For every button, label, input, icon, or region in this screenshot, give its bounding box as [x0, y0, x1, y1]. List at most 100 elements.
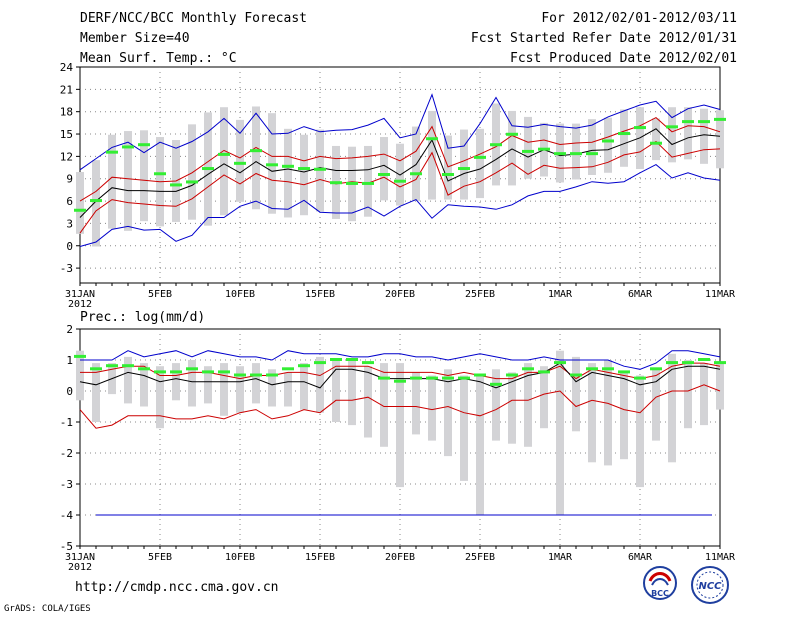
y-tick-label: 12 [60, 150, 73, 163]
x-tick-label: 5FEB [148, 552, 172, 563]
ensemble-box [668, 107, 676, 163]
ensemble-box [428, 110, 436, 200]
series-mean [79, 362, 721, 389]
observed-marker [570, 373, 582, 377]
observed-marker [202, 167, 214, 171]
ensemble-box [684, 107, 692, 160]
observed-marker [74, 354, 86, 358]
ensemble-box [380, 363, 388, 447]
ensemble-box [476, 375, 484, 515]
produced-date: Fcst Produced Date 2012/02/01 [510, 51, 737, 66]
ensemble-box [172, 363, 180, 401]
ensemble-box [140, 130, 148, 222]
observed-marker [538, 147, 550, 151]
observed-marker [714, 361, 726, 365]
x-tick-label: 10FEB [225, 552, 255, 563]
observed-marker [458, 167, 470, 171]
observed-marker [634, 126, 646, 130]
observed-marker [138, 143, 150, 147]
observed-marker [74, 208, 86, 212]
bcc-logo: BCC [643, 566, 677, 600]
observed-marker [682, 361, 694, 365]
ensemble-box [412, 372, 420, 435]
header-left: DERF/NCC/BCC Monthly Forecast Member Size… [80, 9, 307, 69]
observed-marker [314, 361, 326, 365]
series-mean-sd [79, 140, 721, 234]
observed-marker [170, 370, 182, 374]
observed-marker [362, 361, 374, 365]
x-tick-label: 2012 [68, 299, 92, 310]
ensemble-box [668, 353, 676, 463]
source-url[interactable]: http://cmdp.ncc.cma.gov.cn [75, 580, 279, 595]
observed-marker [490, 382, 502, 386]
ensemble-box [316, 356, 324, 413]
observed-marker [266, 373, 278, 377]
observed-marker [474, 155, 486, 159]
observed-marker [650, 367, 662, 371]
ensemble-box [156, 366, 164, 429]
ensemble-box [492, 369, 500, 441]
x-tick-label: 15FEB [305, 552, 335, 563]
series-min [79, 164, 721, 247]
forecast-period: For 2012/02/01-2012/03/11 [541, 11, 737, 26]
observed-marker [362, 181, 374, 185]
ensemble-box [348, 360, 356, 426]
observed-marker [682, 120, 694, 124]
ensemble-box [428, 375, 436, 441]
ensemble-box [652, 118, 660, 161]
y-tick-label: -3 [60, 478, 73, 491]
observed-marker [330, 358, 342, 361]
x-tick-label: 31JAN [65, 552, 95, 563]
ensemble-box [220, 363, 228, 416]
header-right: For 2012/02/01-2012/03/11 Fcst Started Re… [471, 9, 737, 69]
x-tick-label: 11MAR [705, 552, 736, 563]
ensemble-box [556, 350, 564, 515]
ensemble-box [124, 356, 132, 404]
ensemble-box [236, 366, 244, 413]
observed-marker [106, 150, 118, 154]
ensemble-box [588, 119, 596, 175]
x-tick-label: 25FEB [465, 552, 495, 563]
observed-marker [170, 183, 182, 187]
series-mean-sd [79, 116, 721, 202]
observed-marker [106, 364, 118, 368]
x-tick-label: 1MAR [548, 552, 573, 563]
ensemble-box [268, 369, 276, 407]
ensemble-box [284, 128, 292, 218]
x-tick-label: 31JAN [65, 289, 95, 300]
observed-marker [554, 361, 566, 365]
y-tick-label: -4 [60, 509, 74, 522]
observed-marker [554, 152, 566, 156]
observed-marker [218, 370, 230, 374]
ensemble-box [252, 363, 260, 404]
y-tick-label: 21 [60, 83, 73, 96]
observed-marker [90, 367, 102, 371]
y-tick-label: -5 [60, 540, 73, 553]
ensemble-box [332, 360, 340, 422]
x-tick-label: 6MAR [628, 552, 653, 563]
observed-marker [602, 367, 614, 371]
observed-marker [138, 367, 150, 371]
y-tick-label: 15 [60, 128, 73, 141]
observed-marker [122, 145, 134, 149]
x-tick-label: 6MAR [628, 289, 653, 300]
ncc-logo-text: NCC [698, 581, 722, 592]
series-max [80, 350, 721, 370]
observed-marker [522, 367, 534, 371]
observed-marker [186, 180, 198, 184]
observed-marker [250, 149, 262, 153]
ensemble-box [636, 375, 644, 488]
observed-marker [234, 373, 246, 377]
ensemble-box [572, 356, 580, 432]
observed-marker [378, 376, 390, 380]
y-tick-label: 9 [66, 173, 73, 186]
bcc-logo-text: BCC [651, 589, 669, 598]
observed-marker [602, 139, 614, 143]
observed-marker [538, 370, 550, 374]
series-mean-sd [79, 384, 721, 429]
ensemble-box [300, 134, 308, 216]
observed-marker [298, 364, 310, 368]
member-size: Member Size=40 [80, 31, 190, 46]
